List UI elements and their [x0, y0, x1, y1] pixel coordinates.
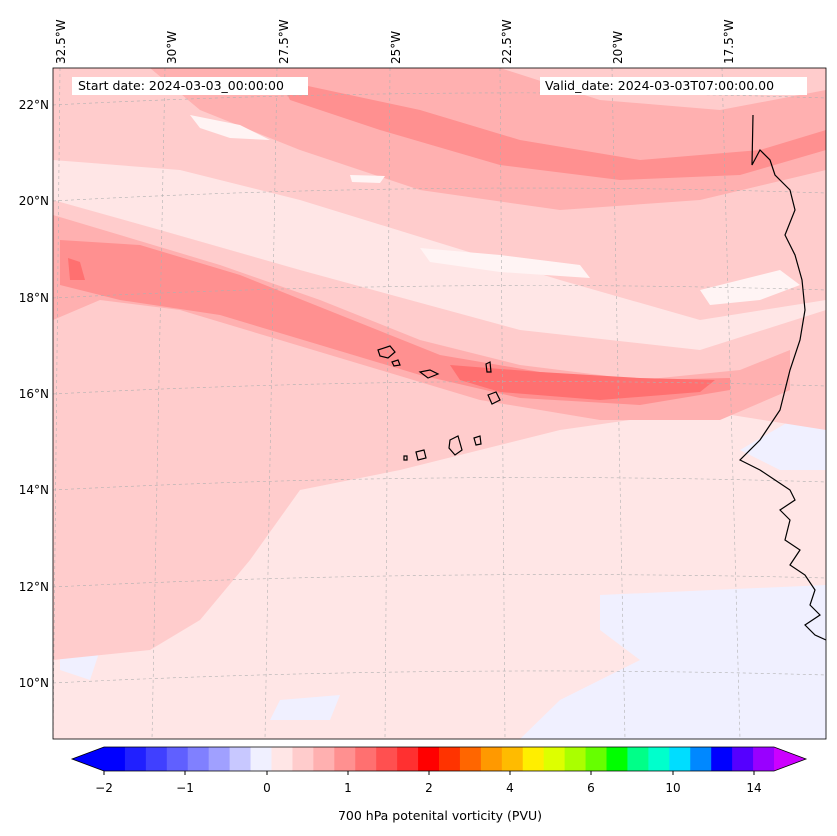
island-sao-nicolau: [418, 369, 440, 379]
map-frame: [52, 67, 827, 740]
lon-label-25w: 25°W: [389, 30, 403, 64]
pv-low-patch: [420, 248, 590, 278]
colorbar-segment: [104, 747, 126, 771]
lat-label-14n: 14°N: [18, 483, 49, 497]
lat-label-18n: 18°N: [18, 291, 49, 305]
pv-negative-region: [520, 585, 826, 739]
colorbar-segment: [250, 747, 272, 771]
colorbar-segment: [334, 747, 356, 771]
island-brava: [403, 455, 408, 461]
colorbar-tick-label: −1: [176, 781, 194, 795]
colorbar-segment: [606, 747, 628, 771]
colorbar-segment: [397, 747, 419, 771]
colorbar-tick-label: 14: [746, 781, 762, 795]
pv-contour-3: [60, 240, 730, 405]
island-santo-antao: [377, 345, 396, 359]
colorbar-segment: [355, 747, 377, 771]
lat-label-10n: 10°N: [18, 676, 49, 690]
colorbar-segment: [439, 747, 461, 771]
colorbar-segment: [753, 747, 775, 771]
colorbar-tick-label: 6: [587, 781, 595, 795]
colorbar-title: 700 hPa potenital vorticity (PVU): [337, 808, 543, 823]
colorbar-segment: [711, 747, 733, 771]
colorbar-segment: [627, 747, 649, 771]
map-panel: [53, 68, 826, 739]
colorbar-segment: [229, 747, 252, 771]
colorbar-segment: [166, 747, 189, 771]
colorbar-tick-label: −2: [95, 781, 113, 795]
lat-label-22n: 22°N: [18, 98, 49, 112]
island-fogo: [415, 449, 427, 461]
pv-contour-4: [68, 258, 85, 280]
lat-label-16n: 16°N: [18, 387, 49, 401]
lon-label-32-5w: 32.5°W: [54, 19, 68, 64]
pv-low-patch: [190, 115, 270, 140]
colorbar-segment: [145, 747, 168, 771]
colorbar-high-extend: [774, 747, 806, 771]
colorbar-segment: [124, 747, 147, 771]
colorbar-segment: [522, 747, 545, 771]
colorbar-tick-label: 4: [506, 781, 514, 795]
lat-label-12n: 12°N: [18, 580, 49, 594]
colorbar-segment: [208, 747, 231, 771]
start-date-label: Start date: 2024-03-03_00:00:00: [72, 77, 308, 95]
colorbar-segment: [187, 747, 210, 771]
colorbar-tick-label: 10: [665, 781, 681, 795]
colorbar-segment: [690, 747, 712, 771]
colorbar-segment: [459, 747, 482, 771]
cape-verde-islands: [377, 345, 501, 461]
africa-coastline: [738, 114, 826, 641]
colorbar-segment: [313, 747, 335, 771]
pv-contour-2: [53, 215, 790, 420]
colorbar-segment: [648, 747, 670, 771]
island-sao-vicente: [391, 359, 401, 367]
colorbar: [70, 746, 808, 775]
lat-label-20n: 20°N: [18, 194, 49, 208]
valid-date-label: Valid_date: 2024-03-03T07:00:00.00: [540, 77, 807, 95]
lon-label-27-5w: 27.5°W: [277, 19, 291, 64]
island-boa-vista: [487, 391, 501, 405]
island-sal: [485, 361, 492, 373]
colorbar-tick-label: 1: [344, 781, 352, 795]
colorbar-segment: [271, 747, 293, 771]
lon-label-20w: 20°W: [611, 30, 625, 64]
colorbar-segment: [292, 747, 314, 771]
colorbar-segment: [418, 747, 440, 771]
pv-contour-4: [450, 365, 715, 400]
lon-label-30w: 30°W: [165, 30, 179, 64]
colorbar-segment: [732, 747, 754, 771]
island-santiago: [448, 435, 463, 456]
pv-negative-region: [270, 695, 340, 720]
colorbar-tick-label: 0: [263, 781, 271, 795]
colorbar-segment: [501, 747, 524, 771]
island-maio: [473, 435, 482, 446]
colorbar-segment: [585, 747, 607, 771]
colorbar-segment: [543, 747, 566, 771]
pv-low-patch: [350, 175, 385, 183]
colorbar-low-extend: [72, 747, 104, 771]
pv-low-patch: [700, 270, 800, 305]
colorbar-tick-label: 2: [425, 781, 433, 795]
pv-contour-3: [280, 80, 826, 180]
colorbar-segment: [564, 747, 587, 771]
colorbar-segment: [669, 747, 691, 771]
colorbar-segment: [480, 747, 503, 771]
colorbar-segment: [376, 747, 398, 771]
lon-label-17-5w: 17.5°W: [722, 19, 736, 64]
lon-label-22-5w: 22.5°W: [500, 19, 514, 64]
